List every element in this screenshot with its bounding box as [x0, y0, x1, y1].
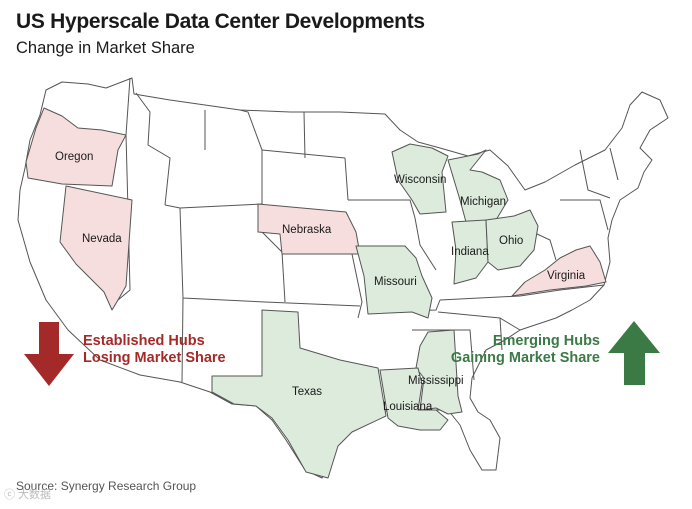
label-texas: Texas	[292, 386, 322, 398]
label-missouri: Missouri	[374, 276, 417, 288]
state-missouri[interactable]	[355, 245, 433, 319]
state-wisconsin[interactable]	[391, 143, 449, 215]
state-oregon[interactable]	[25, 107, 127, 187]
label-michigan: Michigan	[460, 196, 506, 208]
label-louisiana: Louisiana	[383, 401, 433, 413]
label-mississippi: Mississippi	[408, 375, 464, 387]
legend-losing-line1: Established Hubs	[83, 333, 205, 349]
page-title: US Hyperscale Data Center Developments	[16, 10, 425, 33]
state-nevada[interactable]	[59, 185, 133, 311]
label-ohio: Ohio	[499, 235, 523, 247]
label-oregon: Oregon	[55, 151, 93, 163]
state-texas[interactable]	[211, 309, 387, 479]
page-subtitle: Change in Market Share	[16, 39, 195, 57]
legend-losing: Established Hubs Losing Market Share	[83, 333, 226, 367]
label-virginia: Virginia	[547, 270, 586, 282]
label-nebraska: Nebraska	[282, 224, 332, 236]
arrow-down-icon	[24, 322, 74, 386]
state-mississippi[interactable]	[415, 329, 463, 415]
legend-gaining-line1: Emerging Hubs	[492, 333, 600, 349]
us-outline	[17, 77, 669, 479]
state-ohio[interactable]	[485, 209, 539, 271]
state-nebraska[interactable]	[257, 203, 361, 255]
arrow-up-icon	[608, 321, 660, 385]
label-nevada: Nevada	[82, 233, 122, 245]
source-note: Source: Synergy Research Group	[16, 479, 197, 493]
watermark: ⓒ 大数据	[4, 489, 52, 501]
state-virginia[interactable]	[511, 245, 607, 297]
label-wisconsin: Wisconsin	[394, 174, 446, 186]
label-indiana: Indiana	[451, 246, 489, 258]
legend-losing-line2: Losing Market Share	[83, 350, 226, 366]
legend-gaining: Emerging Hubs Gaining Market Share	[444, 333, 600, 367]
state-louisiana[interactable]	[379, 367, 449, 431]
state-michigan[interactable]	[447, 149, 509, 223]
legend-gaining-line2: Gaining Market Share	[450, 350, 600, 366]
